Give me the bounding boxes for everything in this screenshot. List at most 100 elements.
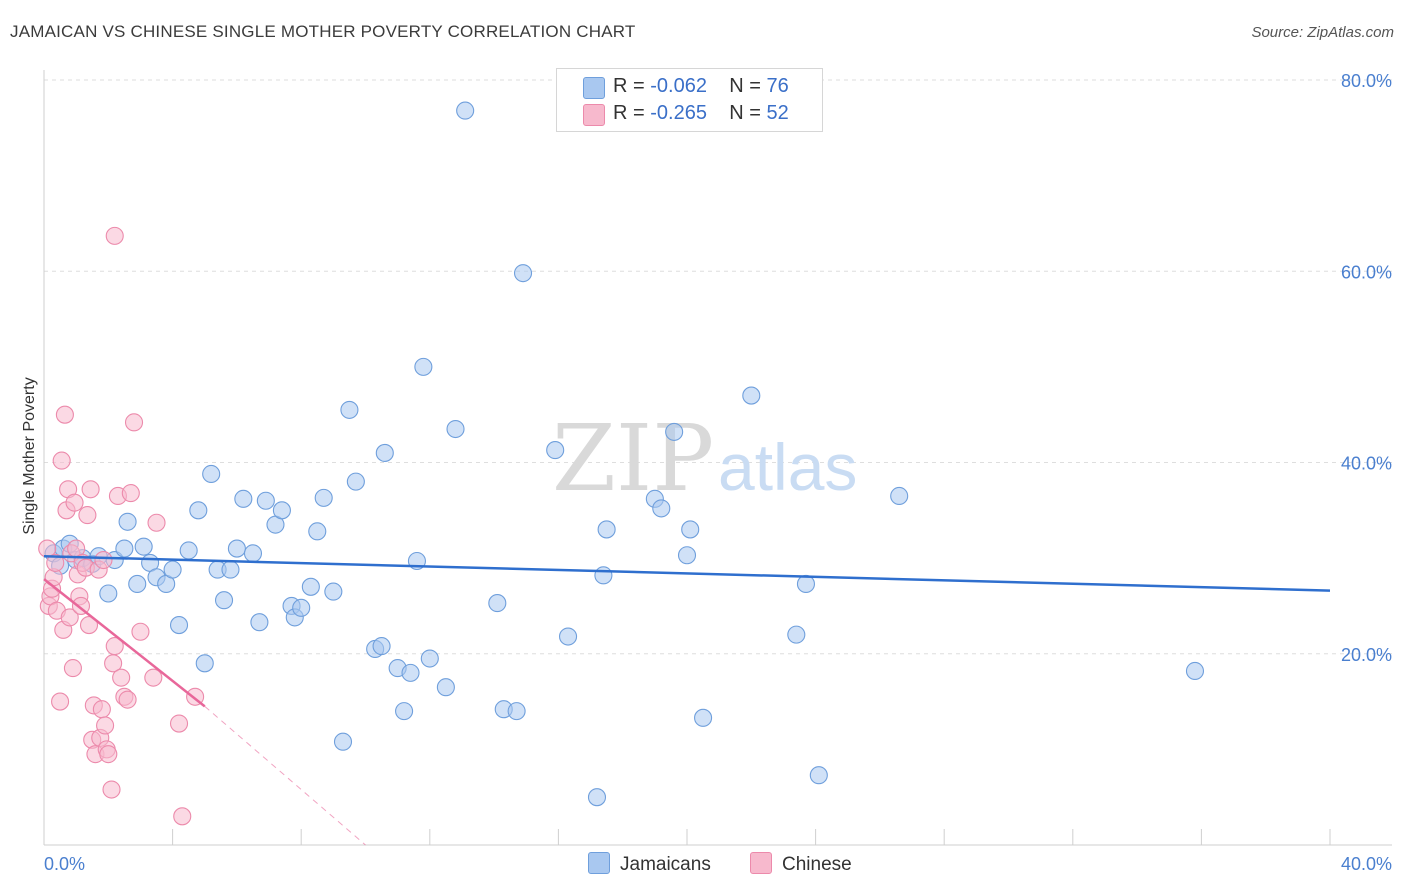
jamaican-point-44 xyxy=(372,637,391,656)
jamaican-point-32 xyxy=(272,501,291,520)
jamaican-point-65 xyxy=(652,499,671,518)
jamaican-point-25 xyxy=(221,560,240,579)
jamaican-point-52 xyxy=(436,678,455,697)
y-tick-label-80: 80.0% xyxy=(1341,71,1392,91)
chinese-point-44 xyxy=(124,413,144,432)
jamaican-point-70 xyxy=(742,386,761,405)
jamaican-point-50 xyxy=(414,357,433,376)
jamaican-point-59 xyxy=(546,441,565,460)
chinese-point-8 xyxy=(52,451,71,470)
jamaican-point-57 xyxy=(507,702,526,721)
jamaican-point-66 xyxy=(665,422,684,441)
jamaican-point-35 xyxy=(292,598,311,617)
axes xyxy=(43,70,1392,846)
chinese-points xyxy=(38,226,205,826)
jamaican-point-69 xyxy=(694,708,713,727)
watermark-atlas: atlas xyxy=(718,430,857,504)
y-tick-label-40: 40.0% xyxy=(1341,454,1392,474)
jamaican-point-18 xyxy=(169,616,189,635)
chinese-point-46 xyxy=(105,226,124,245)
jamaican-point-36 xyxy=(301,577,320,596)
x-ticks xyxy=(43,829,1331,845)
jamaican-point-53 xyxy=(446,419,465,439)
chinese-point-24 xyxy=(79,616,99,635)
jamaican-point-17 xyxy=(163,560,182,579)
jamaican-point-8 xyxy=(99,584,118,603)
chinese-point-48 xyxy=(147,513,166,532)
legend-swatch-pink xyxy=(583,104,605,126)
jamaican-point-22 xyxy=(202,464,221,484)
jamaican-point-19 xyxy=(179,541,198,560)
chinese-point-47 xyxy=(144,668,163,687)
jamaican-point-28 xyxy=(243,544,263,563)
chinese-point-35 xyxy=(99,745,118,764)
y-tick-label-60: 60.0% xyxy=(1341,262,1392,282)
jamaican-point-42 xyxy=(346,472,365,491)
jamaican-point-24 xyxy=(214,591,234,610)
jamaicans-points xyxy=(44,101,1205,807)
y-axis-label: Single Mother Poverty xyxy=(21,377,38,534)
correlation-legend: R = -0.062 N = 76 R = -0.265 N = 52 xyxy=(556,68,823,132)
chinese-point-7 xyxy=(51,692,70,711)
jamaican-point-62 xyxy=(594,566,613,585)
jamaicans-trend-line xyxy=(43,554,1331,592)
jamaican-point-54 xyxy=(456,101,475,120)
chinese-point-15 xyxy=(63,659,82,678)
chinese-point-23 xyxy=(78,506,97,525)
series-swatch-blue xyxy=(588,852,610,874)
chinese-point-42 xyxy=(118,690,137,709)
jamaican-point-47 xyxy=(395,702,414,721)
chinese-point-45 xyxy=(131,622,150,641)
chinese-point-49 xyxy=(169,714,189,733)
jamaican-point-10 xyxy=(115,539,134,558)
jamaican-point-73 xyxy=(809,766,828,785)
chart-title: JAMAICAN VS CHINESE SINGLE MOTHER POVERT… xyxy=(10,22,636,41)
y-tick-labels: 20.0% 40.0% 60.0% 80.0% xyxy=(1341,71,1392,665)
series-label-chinese: Chinese xyxy=(782,854,852,875)
chinese-point-33 xyxy=(96,716,115,735)
chinese-point-13 xyxy=(60,608,79,627)
chinese-point-32 xyxy=(94,550,113,570)
jamaican-point-75 xyxy=(1185,661,1205,681)
chinese-point-38 xyxy=(105,637,124,656)
jamaican-point-67 xyxy=(677,546,697,565)
jamaican-point-37 xyxy=(308,522,327,541)
watermark: ZIP atlas xyxy=(552,405,857,512)
jamaican-point-63 xyxy=(597,520,616,539)
chinese-point-25 xyxy=(81,480,100,499)
trend-lines xyxy=(43,554,1331,846)
chinese-point-5 xyxy=(46,553,65,572)
chinese-point-50 xyxy=(173,807,192,826)
jamaican-point-38 xyxy=(314,488,333,507)
watermark-zip: ZIP xyxy=(552,405,714,512)
jamaican-point-55 xyxy=(488,594,507,613)
jamaican-point-21 xyxy=(195,654,214,673)
jamaican-point-58 xyxy=(513,264,533,283)
series-legend-chinese: Chinese xyxy=(750,852,852,876)
jamaican-point-13 xyxy=(134,537,153,556)
x-tick-label-max: 40.0% xyxy=(1341,854,1392,874)
jamaican-point-26 xyxy=(227,539,246,558)
x-tick-label-min: 0.0% xyxy=(44,854,85,874)
series-legend-jamaicans: Jamaicans xyxy=(588,852,711,876)
jamaican-point-74 xyxy=(890,486,909,506)
series-swatch-pink xyxy=(750,852,772,874)
jamaican-point-48 xyxy=(401,663,420,682)
jamaican-point-61 xyxy=(587,788,607,807)
jamaican-point-30 xyxy=(256,491,275,510)
gridlines xyxy=(44,79,1392,655)
legend-text-jamaicans: R = -0.062 N = 76 xyxy=(613,75,789,97)
jamaican-point-45 xyxy=(375,443,394,462)
jamaican-point-68 xyxy=(681,520,700,539)
chinese-trend-extension xyxy=(204,705,366,846)
jamaican-point-71 xyxy=(787,625,806,644)
jamaican-point-11 xyxy=(118,512,137,531)
jamaican-point-20 xyxy=(189,501,208,520)
jamaican-point-12 xyxy=(128,574,147,593)
source-label: Source: ZipAtlas.com xyxy=(1251,24,1394,41)
chinese-trend-line xyxy=(43,578,206,708)
series-label-jamaicans: Jamaicans xyxy=(620,854,711,875)
jamaican-point-29 xyxy=(250,613,269,632)
chinese-point-40 xyxy=(112,668,131,687)
